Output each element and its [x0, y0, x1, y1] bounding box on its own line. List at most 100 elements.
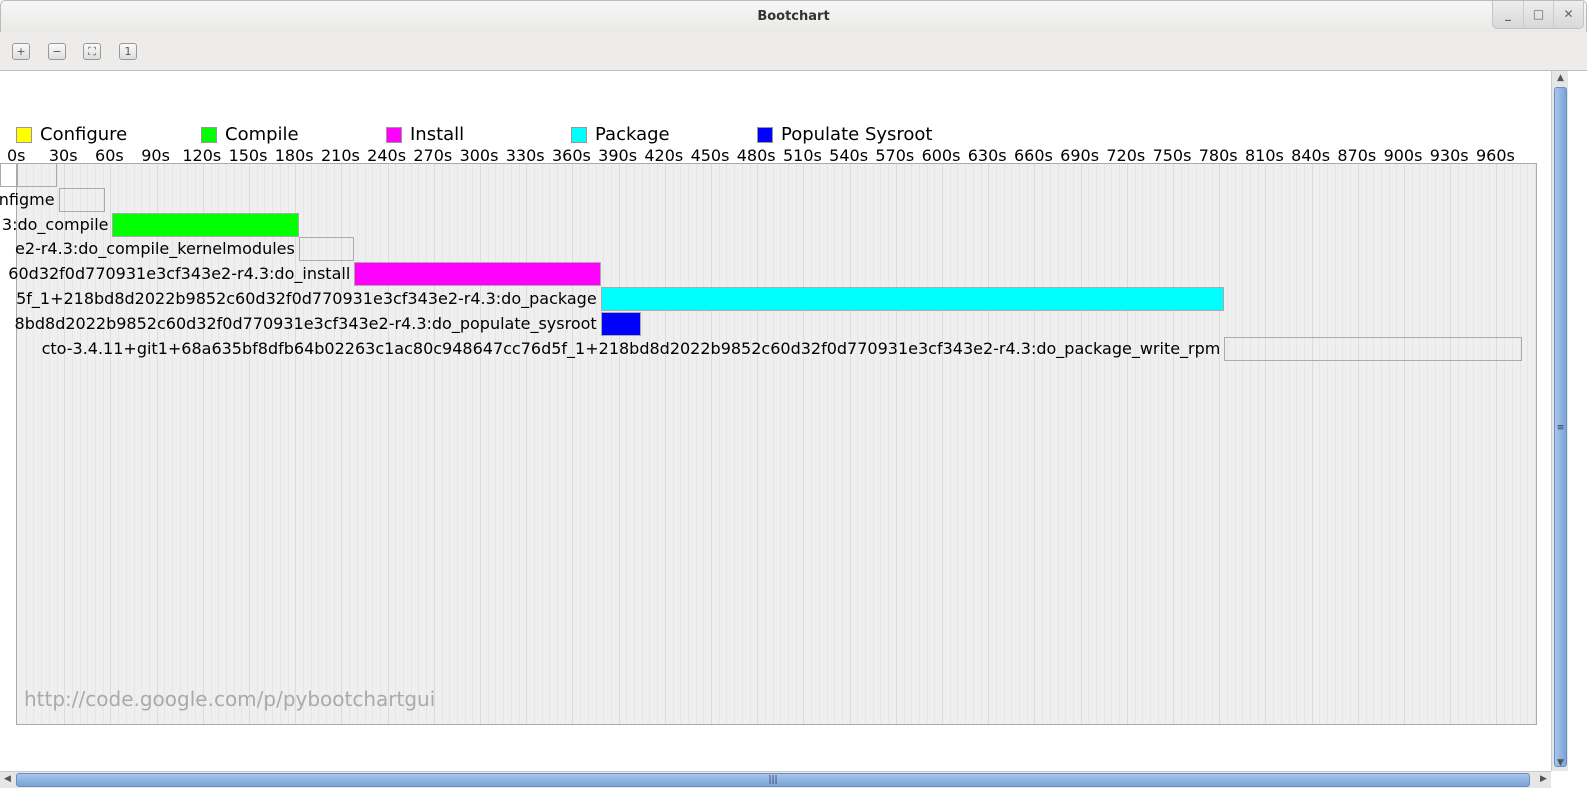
- horizontal-scroll-thumb[interactable]: |||: [16, 773, 1530, 787]
- x-tick-label: 690s: [1060, 146, 1100, 165]
- zoom-100-icon: 1: [124, 45, 132, 58]
- gridline: [1434, 164, 1436, 724]
- x-tick-label: 570s: [875, 146, 915, 165]
- task-label: 5f_1+218bd8d2022b9852c60d32f0d770931e3cf…: [16, 289, 597, 308]
- gridline: [110, 164, 112, 724]
- minimize-button[interactable]: _: [1505, 7, 1511, 21]
- x-tick-label: 240s: [367, 146, 407, 165]
- x-tick-label: 270s: [413, 146, 453, 165]
- gridline: [1034, 164, 1036, 724]
- gridline: [326, 164, 327, 724]
- gridline: [202, 164, 204, 724]
- gridline: [364, 164, 366, 724]
- gridline: [726, 164, 728, 724]
- gridline: [318, 164, 320, 724]
- gridline: [1126, 164, 1128, 724]
- task-bar[interactable]: [354, 262, 601, 287]
- x-tick-label: 60s: [95, 146, 124, 165]
- gridline: [780, 164, 782, 724]
- legend-label: Configure: [40, 124, 128, 145]
- gridline: [102, 164, 104, 724]
- gridline: [980, 164, 982, 724]
- task-label: e2-r4.3:do_compile_kernelmodules: [15, 239, 295, 259]
- task-bar[interactable]: [1224, 336, 1522, 361]
- gridline: [903, 164, 905, 724]
- gridline: [1196, 164, 1198, 724]
- close-button[interactable]: ✕: [1553, 1, 1583, 28]
- gridline: [179, 164, 181, 724]
- horizontal-scrollbar[interactable]: ◀ ||| ▶: [0, 771, 1551, 788]
- gridline: [164, 164, 166, 724]
- x-tick-label: 870s: [1337, 146, 1377, 165]
- gridline: [942, 164, 943, 724]
- scroll-right-icon[interactable]: ▶: [1540, 774, 1547, 784]
- gridline: [549, 164, 551, 724]
- zoom-fit-button[interactable]: ⛶: [83, 43, 101, 60]
- gridline: [148, 164, 150, 724]
- x-tick-label: 180s: [274, 146, 314, 165]
- legend-label: Package: [595, 124, 670, 145]
- gridline: [1157, 164, 1159, 724]
- gridline: [210, 164, 212, 724]
- gridline: [1450, 164, 1452, 724]
- gridline: [1042, 164, 1044, 724]
- gridline: [788, 164, 789, 724]
- x-tick-label: 450s: [690, 146, 730, 165]
- gridline: [1003, 164, 1005, 724]
- gridline: [757, 164, 759, 724]
- zoom-in-button[interactable]: +: [12, 43, 30, 60]
- task-bar[interactable]: [58, 187, 105, 212]
- gridline: [849, 164, 851, 724]
- gridline: [1250, 164, 1251, 724]
- gridline: [580, 164, 582, 724]
- task-bar[interactable]: [600, 287, 1225, 311]
- gridline: [287, 164, 289, 724]
- gridline: [1188, 164, 1190, 724]
- legend-item: Configure: [16, 124, 127, 145]
- gridline: [1365, 164, 1367, 724]
- scroll-down-icon[interactable]: ▼: [1557, 758, 1564, 768]
- gridline: [603, 164, 605, 724]
- gridline: [995, 164, 997, 724]
- task-bar[interactable]: [600, 311, 641, 336]
- gridline: [1334, 164, 1336, 724]
- x-tick-label: 390s: [598, 146, 638, 165]
- zoom-100-button[interactable]: 1: [119, 43, 137, 60]
- vertical-scrollbar[interactable]: ▲ ≡ ▼: [1551, 71, 1568, 771]
- task-label: 8bd8d2022b9852c60d32f0d770931e3cf343e2-r…: [14, 313, 597, 333]
- gridline: [233, 164, 235, 724]
- gridline: [356, 164, 358, 724]
- gridline: [56, 164, 58, 724]
- task-bar[interactable]: [298, 237, 355, 262]
- gridline: [1457, 164, 1459, 724]
- bootchart-canvas[interactable]: http://code.google.com/p/pybootchartgui …: [0, 71, 1551, 771]
- scroll-left-icon[interactable]: ◀: [4, 774, 11, 784]
- task-bar[interactable]: [112, 212, 299, 237]
- gridline: [1242, 164, 1244, 724]
- gridline: [834, 164, 836, 724]
- scroll-up-icon[interactable]: ▲: [1557, 73, 1564, 83]
- gridline: [895, 164, 897, 724]
- gridline: [25, 164, 27, 724]
- gridline: [965, 164, 967, 724]
- x-tick-label: 810s: [1244, 146, 1284, 165]
- gridline: [333, 164, 335, 724]
- gridline: [349, 164, 351, 724]
- gridline: [649, 164, 651, 724]
- task-bar[interactable]: [17, 163, 58, 187]
- gridline: [456, 164, 458, 724]
- zoom-out-button[interactable]: −: [48, 43, 66, 60]
- gridline: [1234, 164, 1236, 724]
- gridline: [403, 164, 404, 724]
- gridline: [1534, 164, 1536, 724]
- vertical-scroll-thumb[interactable]: ≡: [1554, 87, 1567, 767]
- maximize-button[interactable]: □: [1523, 1, 1553, 28]
- x-tick-label: 30s: [48, 146, 78, 165]
- gridline: [1142, 164, 1144, 724]
- gridline: [172, 164, 173, 724]
- gridline: [1373, 164, 1375, 724]
- zoom-out-icon: −: [52, 45, 62, 58]
- gridline: [241, 164, 243, 724]
- gridline: [1288, 164, 1290, 724]
- x-tick-label: 900s: [1383, 146, 1423, 165]
